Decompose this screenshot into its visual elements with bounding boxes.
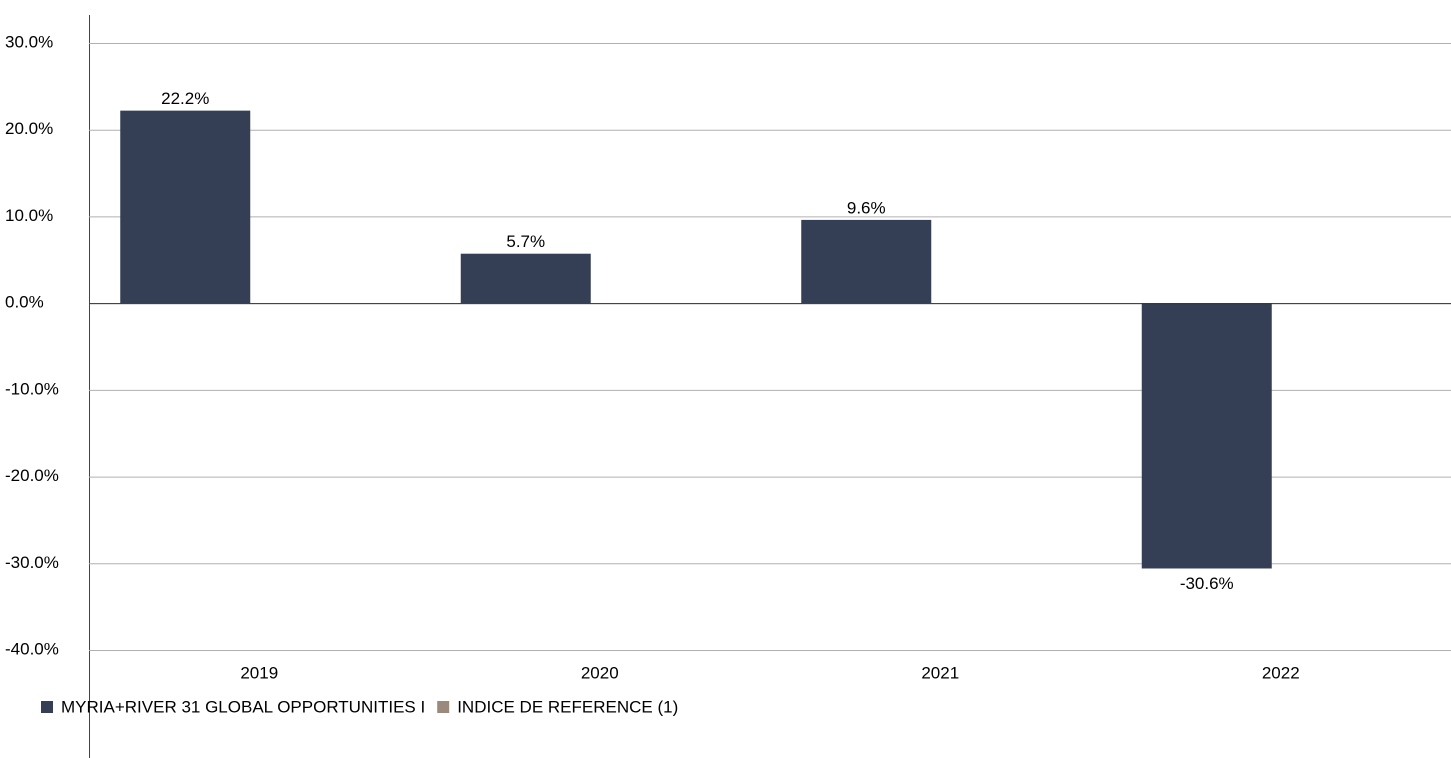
data-label: 9.6% [847, 198, 886, 217]
bar [1141, 303, 1272, 569]
y-tick-label: -40.0% [5, 639, 59, 658]
legend-swatch [437, 701, 450, 713]
legend-label: MYRIA+RIVER 31 GLOBAL OPPORTUNITIES I [61, 697, 425, 716]
data-label: 5.7% [506, 232, 545, 251]
y-tick-label: 0.0% [5, 293, 44, 312]
y-tick-label: -20.0% [5, 466, 59, 485]
legend-swatch [41, 701, 53, 713]
bar [120, 110, 251, 304]
bar [460, 253, 591, 304]
y-tick-label: 10.0% [5, 206, 53, 225]
y-tick-label: -10.0% [5, 379, 59, 398]
data-label: 22.2% [161, 89, 209, 108]
bar [801, 219, 932, 304]
data-label: -30.6% [1180, 574, 1234, 593]
legend-label: INDICE DE REFERENCE (1) [457, 697, 678, 716]
y-tick-label: 20.0% [5, 119, 53, 138]
x-tick-label: 2019 [240, 663, 278, 682]
y-tick-label: -30.0% [5, 553, 59, 572]
y-tick-label: 30.0% [5, 32, 53, 51]
x-tick-label: 2022 [1262, 663, 1300, 682]
x-tick-label: 2021 [921, 663, 959, 682]
x-tick-label: 2020 [581, 663, 619, 682]
